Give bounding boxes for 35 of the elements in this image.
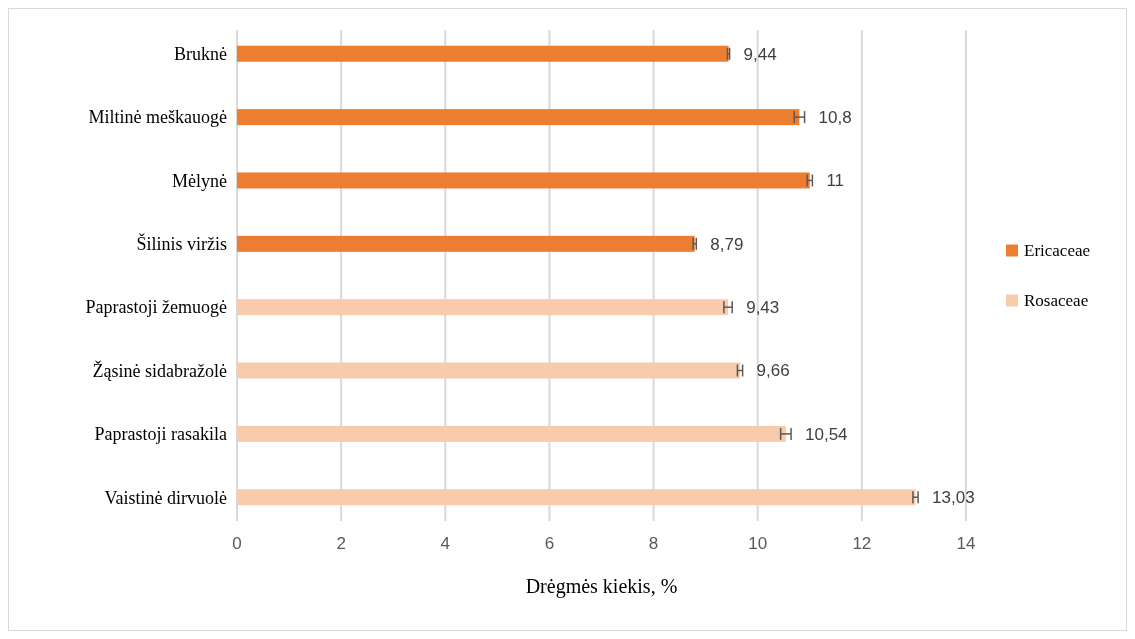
bar: [237, 362, 741, 379]
data-label: 10,54: [805, 424, 848, 444]
x-tick-label: 12: [852, 534, 872, 553]
bar: [237, 172, 810, 189]
x-tick-label: 2: [336, 534, 346, 553]
y-tick-label: Šilinis viržis: [136, 233, 227, 255]
y-tick-label: Paprastoji žemuogė: [85, 297, 227, 318]
x-tick-label: 0: [232, 534, 242, 553]
data-label: 10,8: [818, 108, 852, 128]
data-label: 8,79: [710, 234, 744, 254]
y-tick-label: Vaistinė dirvuolė: [104, 487, 227, 508]
bar: [237, 299, 729, 316]
y-tick-label: Bruknė: [174, 44, 227, 65]
data-label: 13,03: [932, 488, 975, 508]
legend-label: Ericaceae: [1024, 241, 1091, 261]
x-tick-label: 10: [748, 534, 768, 553]
y-tick-label: Miltinė meškauogė: [88, 107, 227, 128]
y-tick-label: Mėlynė: [172, 170, 228, 191]
legend-label: Rosaceae: [1024, 291, 1089, 311]
x-axis-title: Drėgmės kiekis, %: [525, 575, 678, 598]
y-tick-label: Paprastoji rasakila: [94, 424, 227, 445]
data-label: 9,43: [746, 298, 780, 318]
bar: [237, 235, 695, 252]
data-label: 9,44: [743, 44, 777, 64]
data-label: 11: [826, 171, 845, 191]
y-tick-label: Žąsinė sidabražolė: [92, 359, 228, 381]
bar: [237, 109, 800, 126]
x-tick-label: 6: [544, 534, 555, 553]
x-tick-label: 14: [956, 534, 976, 553]
data-label: 9,66: [756, 361, 790, 381]
x-tick-label: 4: [440, 534, 451, 553]
x-tick-label: 8: [648, 534, 659, 553]
bar: [237, 489, 916, 506]
bar: [237, 45, 729, 62]
bar: [237, 425, 786, 442]
